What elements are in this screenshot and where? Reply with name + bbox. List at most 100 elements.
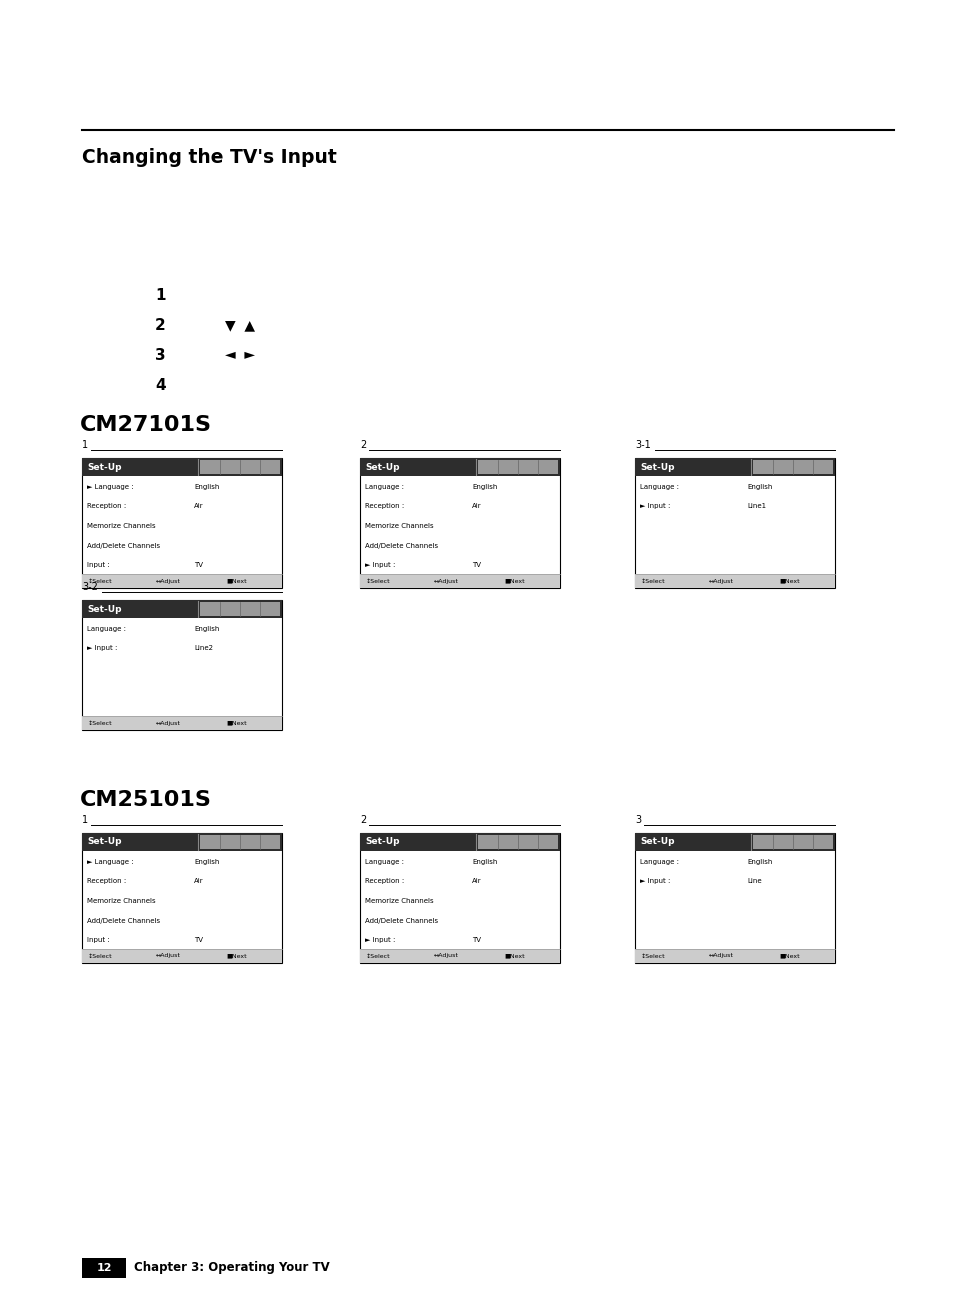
- Text: ↕Select: ↕Select: [366, 579, 390, 583]
- Text: TV: TV: [193, 562, 203, 569]
- Bar: [82, 832, 282, 851]
- Text: 1: 1: [154, 288, 165, 302]
- Text: Changing the TV's Input: Changing the TV's Input: [82, 148, 336, 167]
- Bar: [82, 949, 282, 962]
- Text: ► Language :: ► Language :: [87, 483, 133, 490]
- Text: ↕Select: ↕Select: [88, 721, 112, 726]
- Text: Reception :: Reception :: [365, 878, 404, 885]
- Text: CM25101S: CM25101S: [80, 790, 212, 810]
- Text: Add/Delete Channels: Add/Delete Channels: [365, 918, 437, 923]
- Bar: [635, 458, 834, 477]
- Text: Language :: Language :: [639, 483, 679, 490]
- Text: TV: TV: [193, 937, 203, 943]
- Text: ▼  ▲: ▼ ▲: [225, 318, 254, 332]
- Bar: [752, 835, 832, 850]
- Text: ↕Select: ↕Select: [366, 953, 390, 958]
- Text: ↕Select: ↕Select: [88, 579, 112, 583]
- Bar: [359, 458, 559, 588]
- Text: ► Input :: ► Input :: [639, 878, 670, 885]
- Bar: [635, 832, 834, 851]
- Text: Set-Up: Set-Up: [87, 838, 121, 847]
- Bar: [359, 832, 559, 851]
- Text: Set-Up: Set-Up: [365, 462, 399, 471]
- Text: 3: 3: [154, 348, 166, 362]
- Text: English: English: [193, 483, 219, 490]
- Text: English: English: [472, 859, 497, 865]
- Text: ► Language :: ► Language :: [87, 859, 133, 865]
- Text: ↕Select: ↕Select: [88, 953, 112, 958]
- Text: Reception :: Reception :: [87, 503, 126, 509]
- Text: ► Input :: ► Input :: [365, 937, 395, 943]
- Bar: [200, 601, 280, 616]
- Bar: [359, 574, 559, 588]
- Text: ↕Select: ↕Select: [640, 579, 665, 583]
- Text: ■Next: ■Next: [503, 579, 524, 583]
- Text: 2: 2: [359, 440, 366, 450]
- Text: Memorize Channels: Memorize Channels: [365, 898, 434, 903]
- Text: Input :: Input :: [87, 937, 110, 943]
- Text: Memorize Channels: Memorize Channels: [87, 523, 155, 529]
- Text: Chapter 3: Operating Your TV: Chapter 3: Operating Your TV: [133, 1262, 330, 1275]
- Text: Memorize Channels: Memorize Channels: [365, 523, 434, 529]
- Bar: [635, 832, 834, 962]
- Bar: [200, 460, 280, 474]
- Text: Set-Up: Set-Up: [639, 838, 674, 847]
- Text: TV: TV: [472, 937, 480, 943]
- Text: Language :: Language :: [639, 859, 679, 865]
- Text: ► Input :: ► Input :: [365, 562, 395, 569]
- Text: Reception :: Reception :: [365, 503, 404, 509]
- Text: Reception :: Reception :: [87, 878, 126, 885]
- Text: ↔Adjust: ↔Adjust: [434, 953, 458, 958]
- Text: ↕Select: ↕Select: [640, 953, 665, 958]
- Text: ◄  ►: ◄ ►: [225, 348, 254, 362]
- Text: English: English: [746, 483, 772, 490]
- Bar: [477, 460, 558, 474]
- Text: Air: Air: [472, 878, 481, 885]
- Text: Language :: Language :: [365, 859, 403, 865]
- Bar: [635, 949, 834, 962]
- Bar: [82, 600, 282, 730]
- Bar: [82, 716, 282, 730]
- Bar: [82, 458, 282, 588]
- Bar: [477, 835, 558, 850]
- Text: CM27101S: CM27101S: [80, 415, 212, 435]
- Text: Air: Air: [193, 503, 203, 509]
- Bar: [359, 832, 559, 962]
- Text: ► Input :: ► Input :: [639, 503, 670, 509]
- Text: 12: 12: [96, 1263, 112, 1274]
- Bar: [635, 458, 834, 588]
- Text: Memorize Channels: Memorize Channels: [87, 898, 155, 903]
- Bar: [359, 458, 559, 477]
- Text: 3-1: 3-1: [635, 440, 650, 450]
- Text: Line1: Line1: [746, 503, 765, 509]
- Text: Add/Delete Channels: Add/Delete Channels: [87, 542, 160, 549]
- Bar: [82, 458, 282, 477]
- Text: ■Next: ■Next: [226, 579, 247, 583]
- Text: Set-Up: Set-Up: [639, 462, 674, 471]
- Text: Set-Up: Set-Up: [365, 838, 399, 847]
- Text: Line2: Line2: [193, 646, 213, 651]
- Text: Language :: Language :: [87, 626, 126, 632]
- Text: ↔Adjust: ↔Adjust: [156, 953, 181, 958]
- Text: ■Next: ■Next: [503, 953, 524, 958]
- Text: ↔Adjust: ↔Adjust: [708, 953, 733, 958]
- Text: English: English: [472, 483, 497, 490]
- Text: ► Input :: ► Input :: [87, 646, 117, 651]
- Text: 2: 2: [154, 318, 166, 332]
- Text: English: English: [746, 859, 772, 865]
- Text: ↔Adjust: ↔Adjust: [156, 721, 181, 726]
- Text: Set-Up: Set-Up: [87, 604, 121, 613]
- Text: 1: 1: [82, 440, 88, 450]
- Bar: [82, 832, 282, 962]
- Text: Add/Delete Channels: Add/Delete Channels: [365, 542, 437, 549]
- Text: Air: Air: [472, 503, 481, 509]
- Bar: [635, 574, 834, 588]
- Text: Input :: Input :: [87, 562, 110, 569]
- Text: ↔Adjust: ↔Adjust: [434, 579, 458, 583]
- Text: 3-2: 3-2: [82, 582, 98, 592]
- Text: English: English: [193, 859, 219, 865]
- Text: ↔Adjust: ↔Adjust: [708, 579, 733, 583]
- Text: Line: Line: [746, 878, 760, 885]
- Bar: [200, 835, 280, 850]
- Text: 1: 1: [82, 815, 88, 825]
